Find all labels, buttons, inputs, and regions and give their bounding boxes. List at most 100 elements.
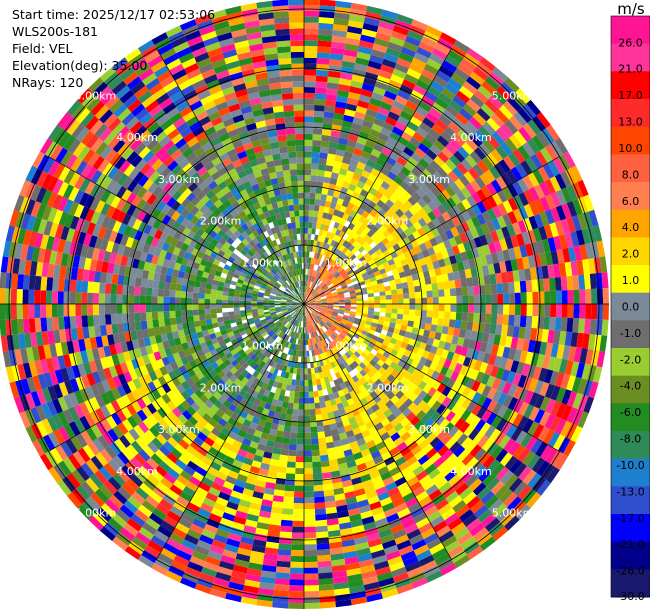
- radar-gate: [541, 128, 555, 145]
- radar-gate: [343, 49, 358, 58]
- radar-gate: [425, 447, 438, 459]
- radar-gate: [317, 329, 322, 336]
- radar-gate: [304, 386, 309, 392]
- radar-gate: [462, 304, 469, 313]
- radar-gate: [385, 399, 395, 409]
- radar-gate: [445, 334, 454, 344]
- radar-gate: [434, 332, 442, 341]
- radar-gate: [314, 258, 319, 265]
- radar-gate: [335, 264, 342, 271]
- radar-gate: [526, 492, 541, 509]
- radar-gate: [550, 141, 564, 158]
- radar-gate: [448, 360, 458, 371]
- radar-gate: [542, 429, 555, 445]
- radar-gate: [460, 436, 473, 450]
- radar-gate: [491, 293, 498, 304]
- radar-gate: [496, 345, 505, 358]
- radar-gate: [304, 473, 314, 480]
- radar-gate: [399, 446, 411, 457]
- radar-gate: [365, 320, 372, 326]
- radar-gate: [327, 524, 340, 532]
- radar-gate: [104, 293, 111, 304]
- radar-gate: [336, 316, 343, 321]
- radar-gate: [478, 451, 491, 465]
- radar-gate: [304, 4, 320, 12]
- radar-gate: [394, 121, 407, 132]
- radar-gate: [493, 355, 503, 368]
- radar-gate: [319, 223, 326, 231]
- radar-gate: [352, 240, 359, 248]
- radar-gate: [317, 235, 323, 242]
- radar-gate: [454, 362, 463, 374]
- radar-gate: [467, 312, 474, 322]
- radar-gate: [462, 491, 477, 505]
- radar-gate: [57, 291, 64, 304]
- radar-gate: [305, 321, 308, 328]
- radar-gate: [302, 327, 304, 334]
- radar-gate: [444, 296, 451, 304]
- radar-gate: [326, 441, 335, 449]
- radar-gate: [455, 90, 471, 104]
- radar-gate: [501, 226, 511, 239]
- radar-gate: [493, 262, 501, 274]
- radar-gate: [517, 484, 532, 501]
- radar-gate: [396, 156, 408, 167]
- radar-gate: [383, 176, 394, 186]
- radar-gate: [306, 356, 311, 363]
- radar-gate: [397, 461, 410, 472]
- radar-gate: [46, 317, 54, 331]
- radar-gate: [304, 210, 309, 217]
- radar-gate: [316, 336, 321, 343]
- radar-gate: [317, 315, 323, 320]
- radar-gate: [345, 496, 358, 505]
- radar-gate: [323, 345, 328, 353]
- radar-gate: [409, 292, 416, 299]
- radar-gate: [462, 240, 472, 252]
- radar-gate: [129, 276, 136, 287]
- radar-gate: [326, 296, 333, 300]
- radar-gate: [356, 51, 371, 61]
- radar-gate: [503, 155, 516, 170]
- radar-gate: [324, 495, 336, 503]
- radar-gate: [383, 53, 399, 64]
- radar-gate: [351, 408, 360, 417]
- radar-gate: [371, 92, 384, 102]
- radar-gate: [426, 58, 442, 71]
- radar-gate: [386, 299, 392, 304]
- radar-gate: [391, 377, 400, 387]
- radar-gate: [527, 119, 542, 136]
- radar-gate: [319, 5, 336, 13]
- radar-gate: [318, 443, 327, 450]
- radar-gate: [447, 50, 464, 63]
- radar-gate: [483, 274, 491, 285]
- radar-gate: [434, 42, 451, 56]
- radar-gate: [342, 545, 357, 554]
- radar-gate: [468, 258, 477, 269]
- radar-gate: [516, 337, 525, 351]
- radar-gate: [506, 224, 516, 237]
- radar-gate: [375, 486, 388, 496]
- radar-gate: [508, 247, 517, 261]
- radar-gate: [276, 430, 284, 438]
- radar-gate: [314, 296, 321, 300]
- radar-gate: [318, 341, 324, 348]
- radar-gate: [386, 331, 394, 338]
- radar-gate: [354, 330, 362, 337]
- radar-gate: [564, 360, 574, 376]
- radar-gate: [514, 281, 521, 293]
- radar-gate: [318, 437, 326, 444]
- radar-gate: [486, 441, 499, 456]
- radar-gate: [508, 347, 517, 361]
- radar-gate: [465, 440, 478, 454]
- radar-gate: [386, 225, 396, 234]
- radar-gate: [445, 264, 454, 274]
- radar-gate: [314, 343, 319, 350]
- radar-gate: [299, 344, 302, 351]
- radar-gate: [304, 92, 316, 99]
- radar-gate: [367, 134, 378, 144]
- radar-gate: [57, 304, 64, 317]
- radar-gate: [0, 288, 6, 304]
- radar-gate: [543, 224, 554, 239]
- radar-gate: [361, 28, 377, 38]
- radar-gate: [389, 561, 405, 572]
